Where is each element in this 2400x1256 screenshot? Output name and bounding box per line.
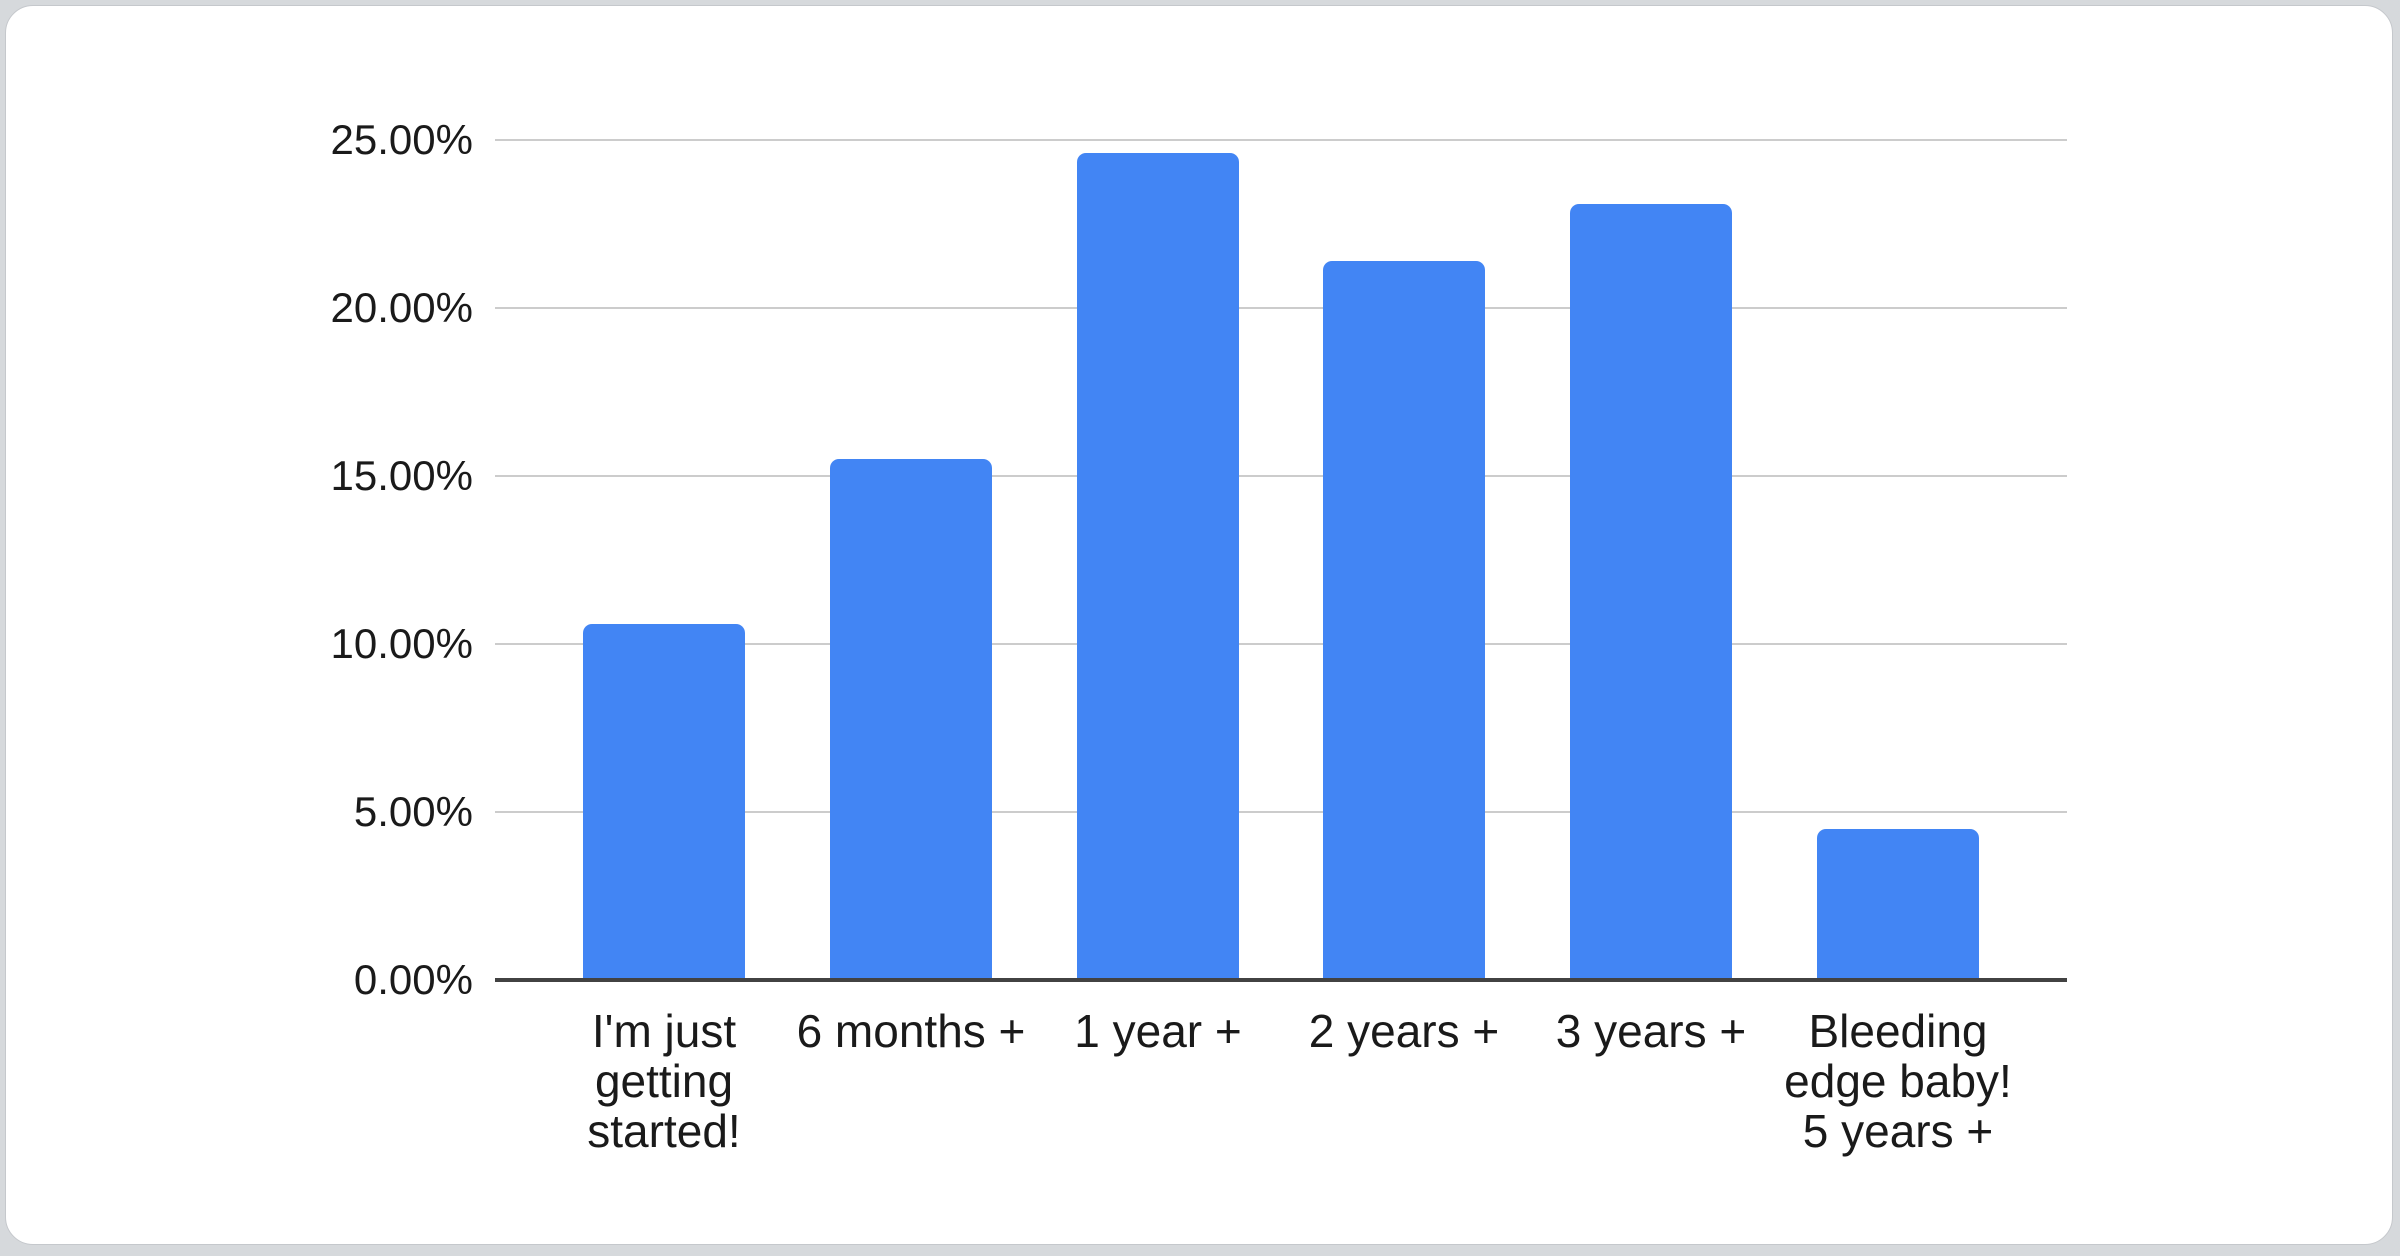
x-axis-category-label: I'm just getting started! [587, 1005, 741, 1157]
y-axis-tick-label: 0.00% [353, 956, 473, 1003]
y-axis-tick-label: 10.00% [330, 620, 473, 667]
y-axis-tick-label: 25.00% [330, 116, 473, 163]
y-axis-tick-label: 5.00% [353, 788, 473, 835]
bar[interactable] [1323, 261, 1485, 980]
bar[interactable] [1817, 829, 1979, 980]
y-axis-tick-label: 15.00% [330, 452, 473, 499]
chart-area: 0.00% 5.00% 10.00% 15.00% 20.00% 25.00% I'm ju… [6, 6, 2392, 1244]
gridline [495, 475, 2067, 477]
x-axis-category-label: Bleeding edge baby! 5 years + [1784, 1005, 2012, 1157]
x-axis-category-label: 2 years + [1308, 1005, 1500, 1057]
x-axis-category-label: 1 year + [1074, 1005, 1242, 1057]
gridline [495, 643, 2067, 645]
gridline [495, 139, 2067, 141]
gridline [495, 811, 2067, 813]
x-axis-baseline [495, 978, 2067, 982]
gridline [495, 307, 2067, 309]
plot-area [495, 139, 2067, 982]
bar[interactable] [583, 624, 745, 980]
x-axis-category-label: 3 years + [1555, 1005, 1747, 1057]
bar[interactable] [1077, 153, 1239, 980]
x-axis-category-label: 6 months + [796, 1005, 1026, 1057]
chart-card: 0.00% 5.00% 10.00% 15.00% 20.00% 25.00% I'm ju… [5, 5, 2393, 1245]
bar[interactable] [1570, 204, 1732, 980]
y-axis-tick-label: 20.00% [330, 284, 473, 331]
bar[interactable] [830, 459, 992, 980]
